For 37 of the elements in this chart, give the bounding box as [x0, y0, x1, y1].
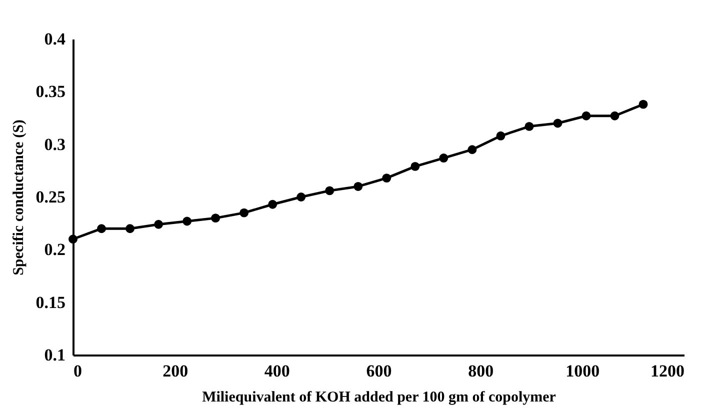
- x-tick-label: 600: [366, 362, 392, 380]
- y-tick-label: 0.15: [36, 292, 66, 312]
- x-tick-label: 0: [74, 362, 82, 380]
- x-tick-label: 800: [468, 362, 494, 380]
- point: [410, 162, 420, 171]
- point: [154, 220, 164, 229]
- point: [582, 111, 591, 120]
- point: [296, 192, 306, 202]
- x-tick-label: 1000: [566, 362, 600, 380]
- point: [126, 224, 134, 234]
- y-tick-label: 0.4: [44, 30, 66, 48]
- point: [524, 122, 534, 131]
- point: [211, 214, 220, 223]
- point: [268, 200, 278, 209]
- y-tick-label: 0.35: [36, 82, 66, 102]
- y-tick-label: 0.2: [44, 240, 66, 260]
- point: [638, 100, 648, 109]
- point: [439, 154, 448, 162]
- x-axis-title: Miliequivalent of KOH added per 100 gm of copolymer: [202, 390, 556, 406]
- point: [553, 118, 562, 128]
- point: [97, 224, 106, 234]
- point: [240, 208, 249, 218]
- y-tick-label: 0.1: [44, 346, 66, 364]
- x-tick-label: 400: [264, 362, 290, 380]
- point: [182, 216, 192, 226]
- point: [68, 234, 78, 244]
- x-tick-label: 200: [162, 362, 188, 380]
- point: [496, 131, 506, 140]
- y-tick-label: 0.3: [44, 134, 66, 154]
- point: [382, 174, 392, 183]
- x-tick-label: 1200: [650, 362, 684, 380]
- point: [468, 145, 477, 154]
- y-axis-title: Specific conductance (S): [10, 120, 27, 276]
- point: [354, 182, 363, 191]
- point: [325, 186, 334, 196]
- point: [610, 111, 620, 120]
- y-tick-label: 0.25: [36, 188, 66, 206]
